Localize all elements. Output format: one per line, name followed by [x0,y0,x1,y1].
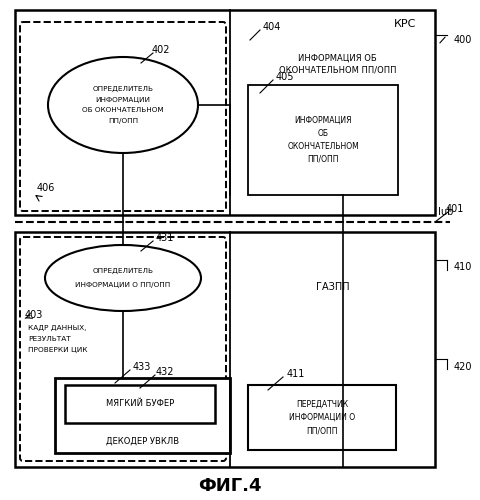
Text: КРС: КРС [394,19,416,29]
Text: ФИГ.4: ФИГ.4 [198,477,262,495]
Text: 433: 433 [133,362,151,372]
FancyBboxPatch shape [248,385,396,450]
Text: Iub: Iub [438,207,454,217]
Text: ИНФОРМАЦИЯ: ИНФОРМАЦИЯ [294,116,352,125]
Text: 401: 401 [446,204,464,214]
Text: 431: 431 [156,233,174,243]
Text: ОПРЕДЕЛИТЕЛЬ: ОПРЕДЕЛИТЕЛЬ [93,268,154,274]
Ellipse shape [45,245,201,311]
FancyBboxPatch shape [65,385,215,423]
Text: ПП/ОПП: ПП/ОПП [307,155,339,164]
Text: 404: 404 [263,22,281,32]
Text: ГАЗПП: ГАЗПП [316,282,349,292]
Text: 403: 403 [25,310,43,320]
Text: ПРОВЕРКИ ЦИК: ПРОВЕРКИ ЦИК [28,347,87,353]
Text: 411: 411 [287,369,305,379]
FancyBboxPatch shape [55,378,230,453]
Text: ОПРЕДЕЛИТЕЛЬ: ОПРЕДЕЛИТЕЛЬ [93,86,154,91]
Text: ОБ: ОБ [317,129,328,138]
FancyBboxPatch shape [20,237,226,461]
Text: МЯГКИЙ БУФЕР: МЯГКИЙ БУФЕР [106,400,174,408]
Text: ПЕРЕДАТЧИК: ПЕРЕДАТЧИК [296,400,348,409]
Text: 405: 405 [276,72,294,82]
Ellipse shape [48,57,198,153]
Text: 400: 400 [454,35,472,45]
FancyBboxPatch shape [20,22,226,211]
Text: РЕЗУЛЬТАТ: РЕЗУЛЬТАТ [28,336,71,342]
Text: 420: 420 [454,362,472,372]
FancyBboxPatch shape [15,10,435,215]
Text: ДЕКОДЕР УВКЛВ: ДЕКОДЕР УВКЛВ [106,436,179,446]
Text: 432: 432 [156,367,174,377]
Text: ОБ ОКОНЧАТЕЛЬНОМ: ОБ ОКОНЧАТЕЛЬНОМ [82,108,164,114]
FancyBboxPatch shape [15,232,435,467]
Text: ИНФОРМАЦИИ О: ИНФОРМАЦИИ О [289,413,355,422]
Text: ИНФОРМАЦИИ: ИНФОРМАЦИИ [96,96,151,102]
Text: КАДР ДАННЫХ,: КАДР ДАННЫХ, [28,325,86,331]
Text: 410: 410 [454,262,472,272]
Text: ОКОНЧАТЕЛЬНОМ ПП/ОПП: ОКОНЧАТЕЛЬНОМ ПП/ОПП [279,66,396,74]
Text: ИНФОРМАЦИИ О ПП/ОПП: ИНФОРМАЦИИ О ПП/ОПП [75,282,170,288]
FancyBboxPatch shape [248,85,398,195]
Text: 402: 402 [152,45,170,55]
Text: ОКОНЧАТЕЛЬНОМ: ОКОНЧАТЕЛЬНОМ [287,142,359,151]
Text: ПП/ОПП: ПП/ОПП [108,118,138,124]
Text: ПП/ОПП: ПП/ОПП [306,426,338,435]
Text: 406: 406 [37,183,55,193]
Text: ИНФОРМАЦИЯ ОБ: ИНФОРМАЦИЯ ОБ [298,54,377,62]
